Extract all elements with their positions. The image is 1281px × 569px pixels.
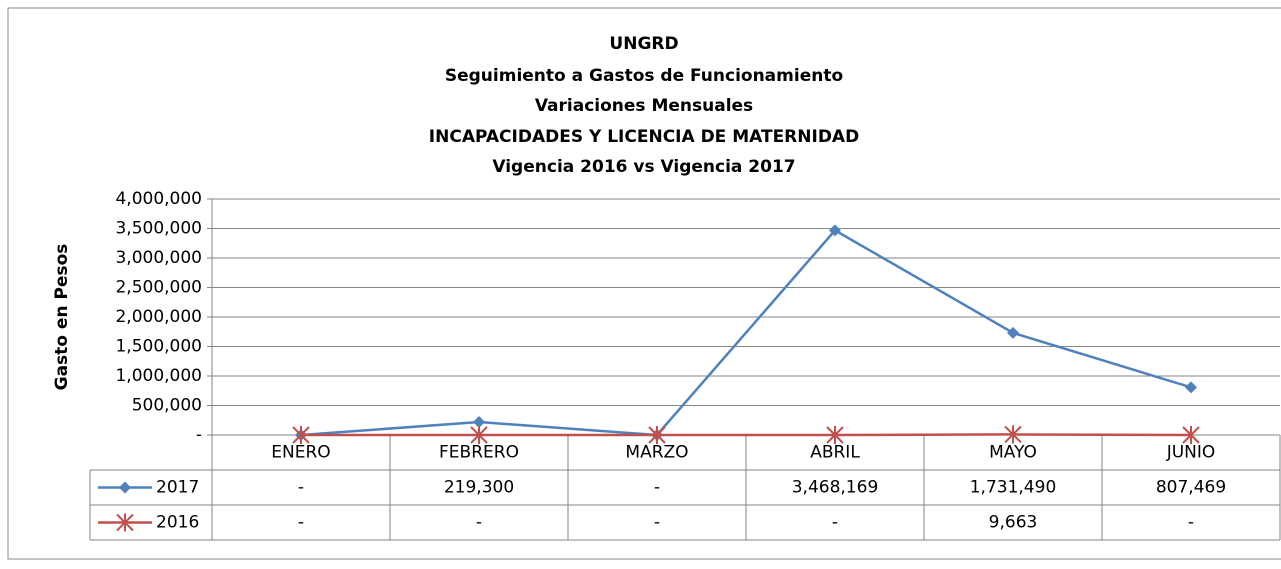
- chart-title: Variaciones Mensuales: [535, 96, 753, 116]
- y-tick-label: 1,500,000: [115, 337, 202, 357]
- marker: [829, 224, 841, 237]
- legend-label: 2017: [156, 478, 199, 498]
- chart-title: Seguimiento a Gastos de Funcionamiento: [445, 66, 843, 86]
- marker: [119, 481, 131, 494]
- y-axis-label: Gasto en Pesos: [52, 244, 72, 391]
- x-tick-label: MARZO: [625, 443, 688, 463]
- data-label: 1,731,490: [970, 478, 1057, 498]
- marker: [648, 426, 666, 444]
- chart-border: [7, 7, 1281, 560]
- legend-label: 2016: [156, 513, 199, 533]
- data-label: -: [298, 513, 304, 533]
- y-tick-label: 2,000,000: [115, 307, 202, 327]
- x-tick-label: ABRIL: [810, 443, 860, 463]
- y-tick-label: 4,000,000: [115, 189, 202, 209]
- series-line: [301, 433, 1192, 437]
- data-label: -: [476, 513, 482, 533]
- data-label: -: [298, 478, 304, 498]
- marker: [470, 426, 488, 444]
- series-line: [300, 228, 1192, 437]
- y-tick-label: 3,000,000: [115, 248, 202, 268]
- data-label: 219,300: [444, 478, 514, 498]
- marker: [473, 416, 485, 429]
- x-tick-label: JUNIO: [1166, 443, 1216, 463]
- y-tick-label: 1,000,000: [115, 366, 202, 386]
- y-tick-label: -: [196, 425, 202, 445]
- marker: [116, 513, 134, 532]
- marker: [1185, 381, 1197, 394]
- marker: [1007, 326, 1019, 339]
- x-tick-label: FEBRERO: [439, 443, 519, 463]
- data-label: 807,469: [1156, 478, 1226, 498]
- y-tick-label: 2,500,000: [115, 278, 202, 298]
- chart-title: INCAPACIDADES Y LICENCIA DE MATERNIDAD: [429, 127, 859, 147]
- data-label: -: [1188, 513, 1194, 533]
- chart-title: Vigencia 2016 vs Vigencia 2017: [492, 157, 795, 177]
- data-label: 9,663: [989, 513, 1038, 533]
- chart-title: UNGRD: [609, 34, 678, 54]
- y-tick-label: 3,500,000: [115, 219, 202, 239]
- data-label: -: [654, 513, 660, 533]
- data-label: -: [654, 478, 660, 498]
- x-tick-label: ENERO: [271, 443, 330, 463]
- marker: [826, 426, 844, 444]
- x-tick-label: MAYO: [989, 443, 1037, 463]
- data-label: -: [832, 513, 838, 533]
- data-label: 3,468,169: [792, 478, 879, 498]
- marker: [1004, 425, 1022, 444]
- y-tick-label: 500,000: [132, 396, 202, 416]
- marker: [1182, 426, 1200, 444]
- marker: [292, 426, 310, 444]
